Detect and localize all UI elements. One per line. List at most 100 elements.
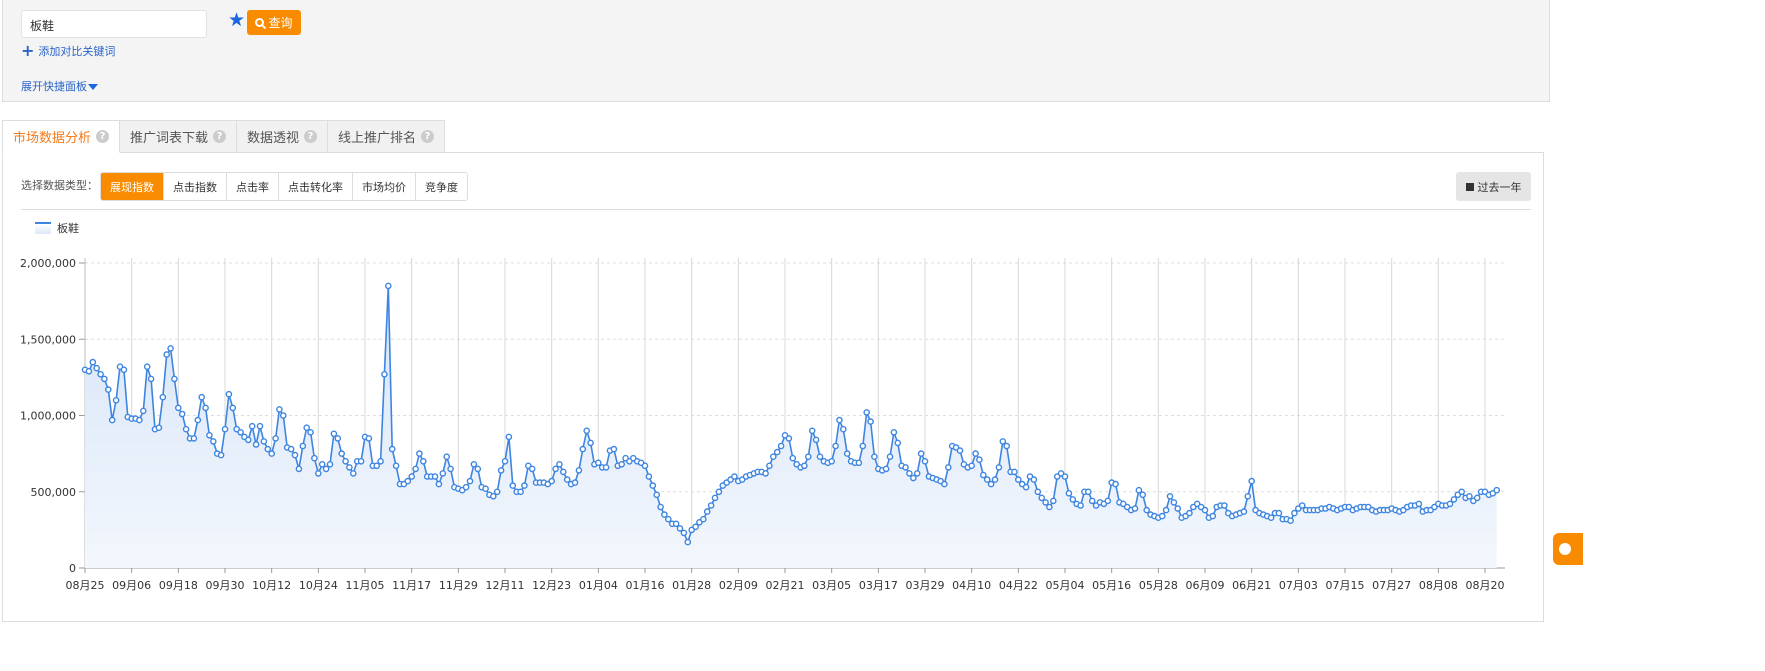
- data-point: [571, 479, 579, 486]
- expand-panel-link[interactable]: 展开快捷面板: [21, 78, 98, 94]
- data-point: [661, 511, 668, 518]
- data-point: [338, 450, 346, 457]
- data-point: [198, 393, 205, 401]
- data-type-conversion-rate[interactable]: 点击转化率: [279, 173, 353, 200]
- data-point: [93, 364, 100, 372]
- data-point: [882, 465, 890, 473]
- data-point: [295, 465, 303, 473]
- data-point: [871, 453, 878, 461]
- tab-label: 数据透视: [247, 131, 300, 146]
- favorite-star-icon[interactable]: ★: [228, 9, 246, 31]
- data-point: [1174, 505, 1182, 512]
- query-button[interactable]: 查询: [247, 10, 301, 35]
- data-point: [326, 460, 334, 468]
- plus-icon: +: [21, 41, 35, 60]
- keyword-input[interactable]: 板鞋: [21, 10, 207, 38]
- x-tick-label: 09月06: [112, 579, 151, 592]
- data-point: [264, 445, 272, 453]
- data-point: [657, 503, 664, 511]
- data-point: [707, 502, 715, 509]
- data-type-click-index[interactable]: 点击指数: [164, 173, 227, 200]
- data-point: [159, 393, 167, 401]
- data-point: [680, 529, 688, 537]
- data-point: [731, 473, 738, 480]
- x-tick-label: 01月28: [672, 579, 711, 592]
- data-point: [886, 453, 894, 461]
- data-point: [1201, 506, 1209, 514]
- search-panel: 板鞋 ★ 查询 + 添加对比关键词 展开快捷面板: [2, 0, 1550, 102]
- data-point: [1166, 492, 1174, 500]
- x-tick-label: 04月10: [952, 579, 991, 592]
- data-point: [777, 442, 785, 450]
- data-point: [85, 367, 93, 375]
- data-point: [976, 456, 983, 464]
- query-label: 查询: [268, 16, 293, 30]
- data-point: [174, 404, 182, 412]
- data-point: [956, 447, 964, 454]
- date-range-button[interactable]: 过去一年: [1456, 172, 1531, 201]
- data-point: [832, 442, 839, 450]
- data-point: [785, 435, 793, 442]
- data-point: [497, 467, 505, 474]
- data-point: [859, 442, 867, 450]
- data-point: [112, 396, 120, 404]
- data-type-ctr[interactable]: 点击率: [227, 173, 279, 200]
- data-point: [1248, 477, 1255, 485]
- data-point: [968, 462, 976, 470]
- data-point: [314, 470, 322, 477]
- data-point: [894, 439, 902, 447]
- data-point: [443, 453, 451, 461]
- x-tick-label: 05月04: [1046, 579, 1085, 592]
- data-point: [766, 462, 773, 470]
- x-tick-label: 10月24: [299, 579, 338, 592]
- data-point: [272, 435, 279, 442]
- data-point: [163, 351, 170, 358]
- x-tick-label: 05月28: [1139, 579, 1178, 592]
- tab-data-pivot[interactable]: 数据透视?: [236, 120, 329, 153]
- data-point: [416, 450, 423, 457]
- x-tick-label: 09月18: [159, 579, 198, 592]
- data-point: [505, 433, 513, 441]
- data-point: [1158, 512, 1166, 520]
- data-point: [1209, 512, 1217, 520]
- data-point: [404, 477, 412, 485]
- data-point: [105, 386, 112, 393]
- data-type-competition[interactable]: 竞争度: [416, 173, 467, 200]
- help-icon[interactable]: ?: [96, 130, 110, 143]
- data-point: [972, 450, 979, 457]
- data-point: [431, 473, 439, 480]
- data-point: [548, 477, 556, 485]
- data-point: [1003, 442, 1011, 450]
- help-icon[interactable]: ?: [213, 130, 227, 143]
- data-type-avg-price[interactable]: 市场均价: [353, 173, 416, 200]
- tab-keyword-download[interactable]: 推广词表下载?: [119, 120, 238, 153]
- chart-legend[interactable]: 板鞋: [35, 220, 79, 236]
- data-point: [917, 450, 925, 457]
- data-point: [843, 450, 851, 457]
- y-tick-label: 1,000,000: [20, 410, 76, 423]
- tab-market-analysis[interactable]: 市场数据分析?: [2, 120, 121, 153]
- data-point: [1446, 500, 1454, 508]
- data-point: [703, 508, 711, 515]
- divider: [21, 209, 1531, 210]
- help-icon[interactable]: ?: [304, 130, 318, 143]
- data-point: [828, 457, 836, 465]
- x-tick-label: 12月23: [532, 579, 571, 592]
- data-point: [610, 445, 618, 453]
- data-point: [789, 454, 797, 462]
- data-point: [941, 480, 948, 488]
- help-icon[interactable]: ?: [421, 130, 435, 143]
- add-compare-keyword-link[interactable]: + 添加对比关键词: [21, 43, 115, 59]
- data-point: [595, 459, 602, 467]
- search-icon: [255, 18, 265, 27]
- x-tick-label: 11月05: [346, 579, 385, 592]
- data-type-impression-index[interactable]: 展现指数: [101, 173, 164, 200]
- data-point: [556, 460, 563, 468]
- data-point: [217, 451, 225, 459]
- data-point: [1143, 506, 1150, 514]
- x-tick-label: 08月25: [66, 579, 105, 592]
- tab-online-ranking[interactable]: 线上推广排名?: [327, 120, 446, 153]
- data-point: [303, 424, 311, 432]
- y-tick-label: 500,000: [31, 486, 77, 499]
- chat-widget-button[interactable]: [1553, 533, 1583, 565]
